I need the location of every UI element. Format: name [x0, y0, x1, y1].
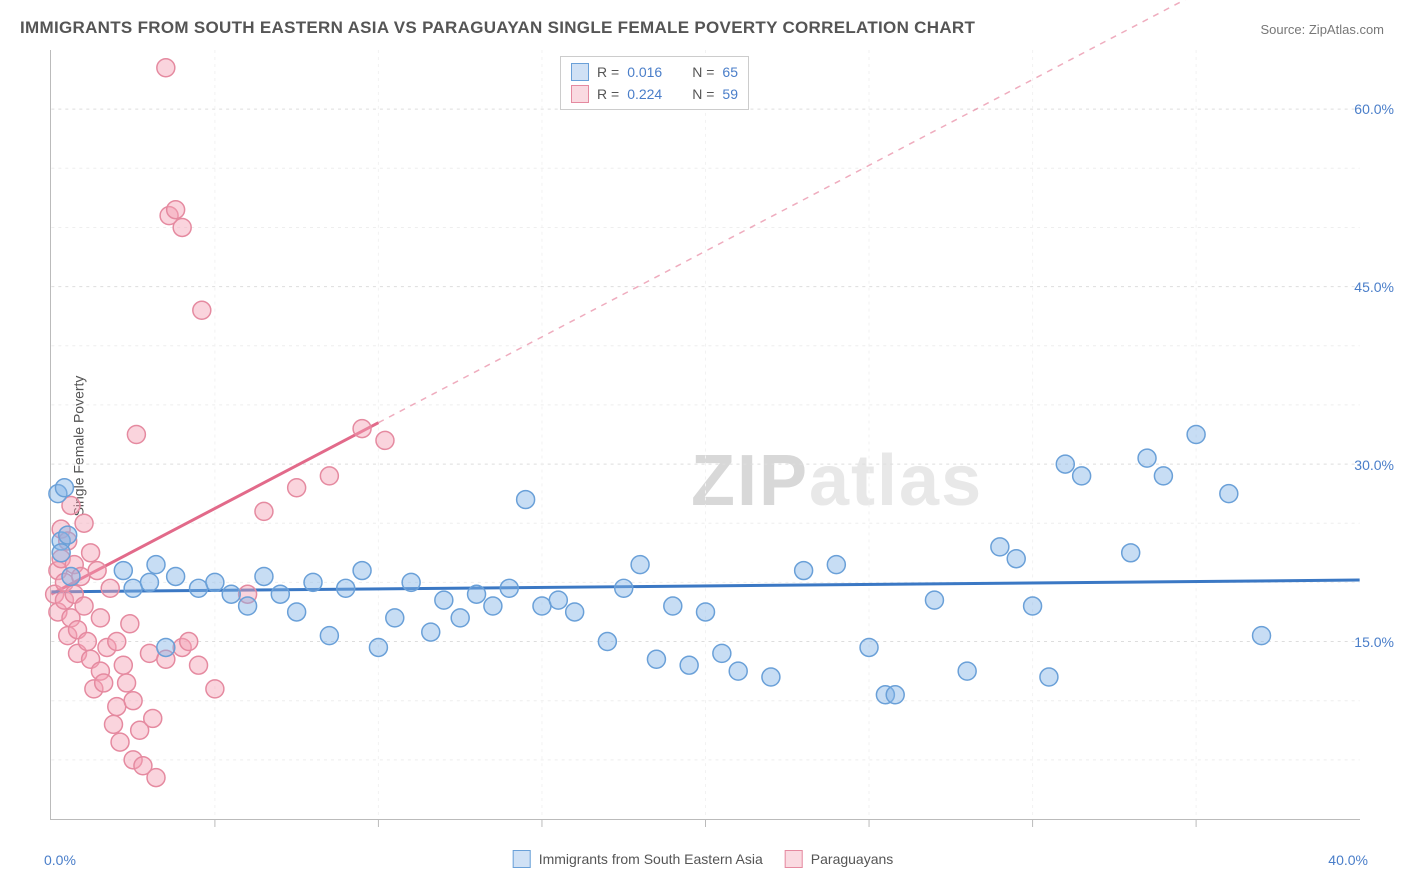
legend-r-value: 0.016: [627, 64, 662, 80]
y-tick-label: 45.0%: [1354, 279, 1394, 295]
chart-title: IMMIGRANTS FROM SOUTH EASTERN ASIA VS PA…: [20, 18, 975, 38]
legend-swatch: [571, 63, 589, 81]
y-tick-label: 60.0%: [1354, 101, 1394, 117]
y-tick-label: 30.0%: [1354, 457, 1394, 473]
legend-swatch: [785, 850, 803, 868]
series-legend-item: Immigrants from South Eastern Asia: [513, 850, 763, 868]
x-axis-min-label: 0.0%: [44, 852, 76, 868]
plot-svg: [51, 50, 1360, 819]
legend-swatch: [571, 85, 589, 103]
x-axis-max-label: 40.0%: [1328, 852, 1368, 868]
legend-n-label: N =: [692, 64, 714, 80]
legend-r-label: R =: [597, 86, 619, 102]
legend-n-label: N =: [692, 86, 714, 102]
series-legend-item: Paraguayans: [785, 850, 894, 868]
legend-r-value: 0.224: [627, 86, 662, 102]
series-legend-label: Immigrants from South Eastern Asia: [539, 851, 763, 867]
series-legend: Immigrants from South Eastern Asia Paragu…: [513, 850, 894, 868]
y-tick-label: 15.0%: [1354, 634, 1394, 650]
legend-n-value: 59: [722, 86, 738, 102]
legend-row: R = 0.224 N = 59: [571, 83, 738, 105]
chart-plot-area: ZIPatlas: [50, 50, 1360, 820]
legend-n-value: 65: [722, 64, 738, 80]
legend-swatch: [513, 850, 531, 868]
legend-row: R = 0.016 N = 65: [571, 61, 738, 83]
series-legend-label: Paraguayans: [811, 851, 894, 867]
source-label: Source: ZipAtlas.com: [1260, 22, 1384, 37]
correlation-legend: R = 0.016 N = 65 R = 0.224 N = 59: [560, 56, 749, 110]
legend-r-label: R =: [597, 64, 619, 80]
